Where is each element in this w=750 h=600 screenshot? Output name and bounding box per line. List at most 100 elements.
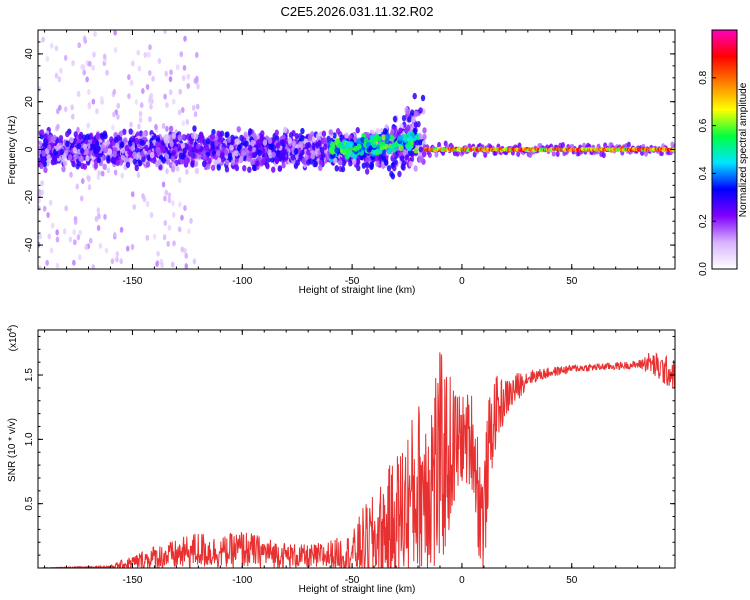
heatmap-cell [40, 189, 44, 196]
heatmap-cell [46, 212, 50, 219]
x-tick-label: -150 [122, 575, 142, 586]
heatmap-cell [161, 122, 166, 129]
heatmap-cell [116, 102, 121, 109]
heatmap-cell [54, 45, 59, 52]
heatmap-cell [280, 139, 285, 146]
heatmap-cell [170, 166, 176, 173]
heatmap-cell [151, 75, 155, 82]
heatmap-cell [160, 262, 164, 269]
heatmap-cell [225, 131, 230, 138]
heatmap-cell [70, 104, 74, 111]
heatmap-cell [282, 148, 287, 156]
heatmap-cell [38, 86, 41, 93]
heatmap-cell [164, 153, 170, 160]
heatmap-cell [186, 83, 191, 90]
heatmap-cell [202, 153, 207, 161]
heatmap-cell [363, 137, 369, 144]
heatmap-cell [189, 138, 194, 145]
heatmap-cell [78, 155, 83, 162]
colorbar-tick-label: 0.8 [698, 70, 709, 84]
heatmap-cell [427, 152, 432, 159]
heatmap-cell [409, 109, 415, 116]
heatmap-cell [365, 162, 370, 169]
heatmap-cell [421, 150, 427, 158]
heatmap-cell [70, 113, 75, 120]
heatmap-cell [271, 144, 277, 151]
heatmap-cell [189, 217, 193, 224]
heatmap-cell [626, 141, 631, 148]
heatmap-cell [73, 218, 78, 225]
heatmap-cell [132, 151, 137, 158]
heatmap-cell [91, 64, 95, 71]
heatmap-cell [112, 88, 117, 95]
x-tick-label: -50 [345, 575, 360, 586]
heatmap-cell [386, 147, 392, 154]
heatmap-cell [90, 143, 95, 150]
heatmap-cell [196, 83, 200, 90]
heatmap-cell [55, 144, 60, 152]
heatmap-cell [85, 155, 90, 162]
heatmap-cell [178, 88, 182, 95]
heatmap-cell [352, 158, 357, 166]
heatmap-cell [79, 195, 84, 202]
heatmap-cell [140, 150, 145, 158]
heatmap-cell [405, 108, 410, 116]
heatmap-cell [163, 195, 167, 202]
heatmap-cell [158, 164, 163, 171]
heatmap-cell [376, 135, 382, 142]
heatmap-cell [282, 126, 288, 134]
y-tick-label: 20 [24, 96, 35, 108]
heatmap-cell [127, 93, 131, 100]
heatmap-cell [169, 69, 173, 76]
heatmap-cell [113, 169, 118, 176]
heatmap-cell [418, 146, 424, 153]
heatmap-cell [385, 133, 391, 140]
heatmap-cell [71, 60, 75, 67]
heatmap-cell [154, 124, 158, 131]
heatmap-cell [82, 69, 87, 76]
heatmap-cell [88, 60, 92, 67]
heatmap-cell [224, 158, 230, 166]
heatmap-cell [293, 148, 299, 155]
heatmap-cell [307, 134, 312, 142]
heatmap-cell [404, 154, 409, 161]
heatmap-cell [124, 144, 130, 152]
heatmap-cell [219, 130, 225, 137]
heatmap-cell [84, 148, 89, 155]
heatmap-cell [129, 79, 134, 86]
heatmap-cell [110, 258, 115, 265]
heatmap-cell [268, 143, 273, 151]
heatmap-cell [261, 158, 266, 166]
y-tick-label: -40 [24, 237, 35, 252]
snr-scale-factor: (x104) [7, 325, 19, 352]
spectrogram-x-ticks: -150 -100 -50 0 50 [44, 30, 661, 287]
heatmap-cell [179, 51, 184, 58]
heatmap-cell [38, 265, 42, 269]
heatmap-cell [407, 149, 413, 156]
heatmap-cell [58, 104, 62, 111]
heatmap-cell [157, 158, 162, 166]
heatmap-cell [144, 144, 149, 152]
heatmap-cell [168, 76, 173, 83]
heatmap-cell [71, 160, 76, 168]
heatmap-cell [163, 220, 168, 227]
heatmap-cell [95, 146, 100, 153]
heatmap-cell [281, 162, 286, 169]
heatmap-cell [560, 142, 565, 149]
heatmap-cell [82, 163, 88, 170]
heatmap-cell [201, 160, 207, 168]
heatmap-cell [407, 116, 412, 123]
heatmap-cell [152, 233, 157, 240]
heatmap-cell [318, 164, 323, 172]
heatmap-cell [42, 205, 47, 212]
heatmap-cell [116, 113, 120, 120]
snr-x-ticks: -150 -100 -50 0 50 [44, 330, 661, 586]
heatmap-cell [234, 164, 240, 172]
heatmap-cell [52, 134, 57, 142]
heatmap-cell [170, 155, 176, 162]
heatmap-cell [61, 165, 66, 173]
heatmap-cell [76, 234, 81, 241]
heatmap-cell [281, 154, 286, 161]
heatmap-cell [398, 145, 404, 152]
heatmap-cell [192, 125, 197, 132]
